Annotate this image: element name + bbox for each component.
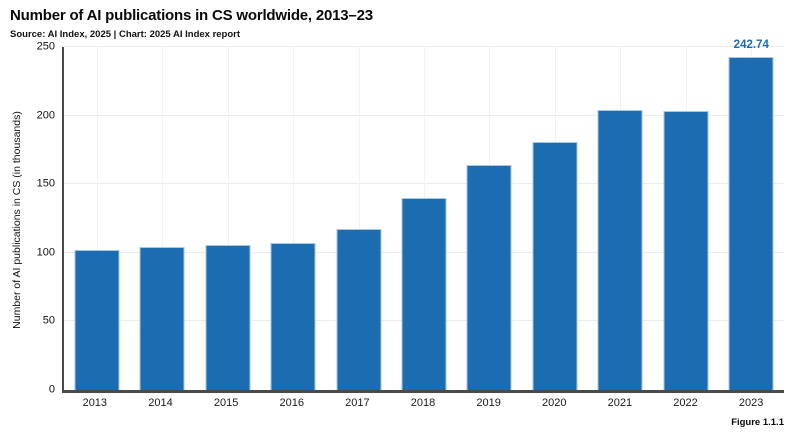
x-tick-label: 2021 <box>607 397 633 409</box>
chart-title: Number of AI publications in CS worldwid… <box>10 7 373 24</box>
x-tick-label: 2019 <box>476 397 501 409</box>
x-tick-label: 2014 <box>148 397 173 409</box>
x-tick-label: 2020 <box>542 397 567 409</box>
bar-2020 <box>532 141 578 390</box>
x-tick-label: 2013 <box>82 397 108 409</box>
y-tick-label: 100 <box>36 246 55 259</box>
y-tick-label: 50 <box>42 314 55 327</box>
x-tick-label: 2022 <box>673 397 698 409</box>
bar-2016 <box>270 243 316 390</box>
v-gridline <box>227 47 229 390</box>
bar-2023 <box>728 56 774 390</box>
x-tick-label: 2018 <box>410 397 436 409</box>
bar-2014 <box>139 247 185 390</box>
y-tick-label: 150 <box>36 177 55 190</box>
figure-number-label: Figure 1.1.1 <box>731 417 784 428</box>
v-gridline <box>293 47 295 390</box>
x-axis-labels: 2013 2014 2015 2016 2017 2018 2019 2020 2021 2022… <box>62 398 784 412</box>
y-axis-title: Number of AI publications in CS (in thou… <box>11 111 23 329</box>
y-tick-label: 0 <box>48 383 55 396</box>
v-gridline <box>358 47 360 390</box>
bar-2022 <box>663 111 709 390</box>
bar-value-label: 242.74 <box>733 39 769 52</box>
bar-2015 <box>205 245 251 390</box>
chart-subtitle: Source: AI Index, 2025 | Chart: 2025 AI … <box>10 29 241 40</box>
x-tick-label: 2023 <box>738 397 764 409</box>
y-tick-label: 250 <box>36 40 55 53</box>
bar-2021 <box>597 110 643 390</box>
bar-2018 <box>401 197 447 390</box>
v-gridline <box>96 47 98 390</box>
bar-2017 <box>336 228 382 390</box>
x-tick-label: 2015 <box>213 397 239 409</box>
x-tick-label: 2016 <box>279 397 304 409</box>
y-tick-label: 200 <box>36 109 55 122</box>
plot-area: 0 50 100 150 200 250 242.74 <box>37 40 784 395</box>
v-gridline <box>162 47 164 390</box>
h-gridline <box>64 46 784 47</box>
bar-2019 <box>466 165 512 390</box>
x-tick-label: 2017 <box>345 397 370 409</box>
bar-2013 <box>74 250 120 390</box>
